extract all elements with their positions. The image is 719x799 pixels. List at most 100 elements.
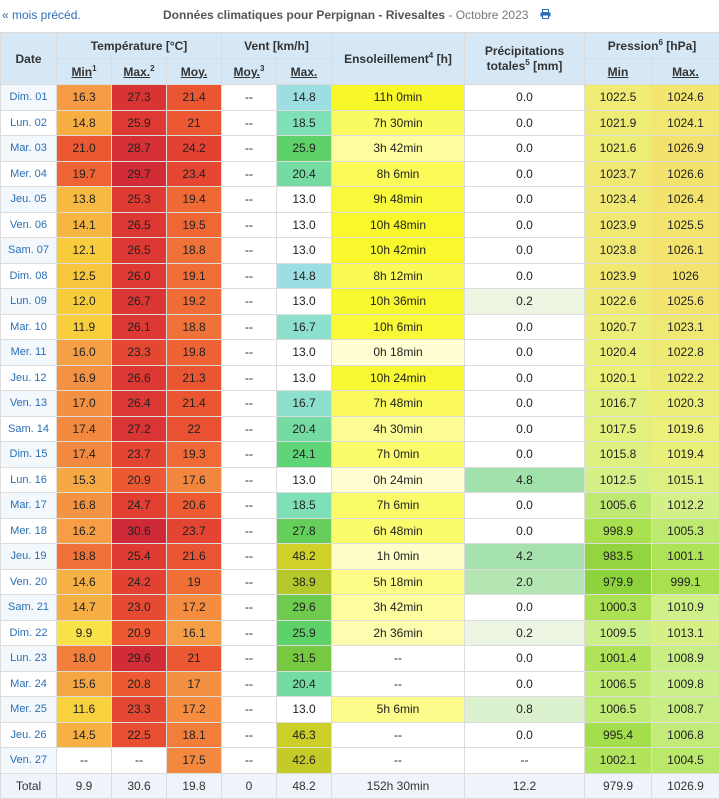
wind-max-cell: 18.5 (276, 109, 332, 136)
sunshine-cell: 9h 48min (331, 186, 465, 213)
wind-avg-cell: -- (221, 543, 277, 570)
date-cell[interactable]: Dim. 08 (0, 262, 57, 289)
pressure-min-cell: 1015.8 (584, 441, 652, 468)
pressure-max-cell: 1024.6 (651, 84, 719, 111)
date-cell[interactable]: Mer. 11 (0, 339, 57, 366)
date-cell[interactable]: Sam. 07 (0, 237, 57, 264)
date-cell[interactable]: Mer. 18 (0, 517, 57, 544)
temp-min-cell: 17.4 (56, 415, 112, 442)
date-cell[interactable]: Lun. 23 (0, 645, 57, 672)
precipitation-cell: 0.0 (464, 670, 585, 697)
wind-max-cell: 13.0 (276, 211, 332, 238)
temp-avg-cell: 19.5 (166, 211, 222, 238)
date-cell: Total (0, 772, 57, 799)
table-row: Lun. 02 14.8 25.9 21 -- 18.5 7h 30min 0.0 1021.9… (0, 109, 719, 136)
temp-min-cell: 9.9 (56, 772, 112, 799)
temp-max-cell: 27.3 (111, 84, 167, 111)
date-cell[interactable]: Mar. 10 (0, 313, 57, 340)
table-body: Dim. 01 16.3 27.3 21.4 -- 14.8 11h 0min 0.0 1022… (0, 84, 719, 799)
precipitation-cell: 0.0 (464, 645, 585, 672)
date-cell[interactable]: Jeu. 12 (0, 364, 57, 391)
date-cell[interactable]: Sam. 21 (0, 594, 57, 621)
wind-max-cell: 29.6 (276, 594, 332, 621)
precipitation-cell: 0.0 (464, 441, 585, 468)
temp-avg-cell: 17 (166, 670, 222, 697)
temp-min-cell: 16.2 (56, 517, 112, 544)
col-temp-max[interactable]: Max.2 (111, 58, 167, 85)
temp-min-cell: 21.0 (56, 135, 112, 162)
wind-avg-cell: -- (221, 313, 277, 340)
table-row: Ven. 27 -- -- 17.5 -- 42.6 -- -- 1002.1 1004.5 (0, 747, 719, 774)
col-sunshine: Ensoleillement4 [h] (331, 32, 465, 85)
col-pressure-min[interactable]: Min (584, 58, 652, 85)
temp-min-cell: -- (56, 747, 112, 774)
temp-avg-cell: 21.3 (166, 364, 222, 391)
wind-max-cell: 25.9 (276, 135, 332, 162)
date-cell[interactable]: Dim. 01 (0, 84, 57, 111)
precipitation-cell: 12.2 (464, 772, 585, 799)
wind-avg-cell: -- (221, 364, 277, 391)
print-icon[interactable] (540, 9, 551, 19)
wind-max-cell: 27.8 (276, 517, 332, 544)
temp-avg-cell: 19.2 (166, 288, 222, 315)
wind-max-cell: 18.5 (276, 492, 332, 519)
pressure-min-cell: 1002.1 (584, 747, 652, 774)
date-cell[interactable]: Ven. 27 (0, 747, 57, 774)
pressure-min-cell: 1016.7 (584, 390, 652, 417)
wind-max-cell: 16.7 (276, 313, 332, 340)
sunshine-cell: 6h 48min (331, 517, 465, 544)
pressure-max-cell: 1023.1 (651, 313, 719, 340)
pressure-max-cell: 1008.9 (651, 645, 719, 672)
table-row: Mar. 24 15.6 20.8 17 -- 20.4 -- 0.0 1006.5 1009.8 (0, 670, 719, 697)
date-cell[interactable]: Dim. 15 (0, 441, 57, 468)
sunshine-cell: -- (331, 747, 465, 774)
date-cell[interactable]: Mar. 17 (0, 492, 57, 519)
date-cell[interactable]: Mer. 04 (0, 160, 57, 187)
sunshine-cell: 8h 6min (331, 160, 465, 187)
sunshine-cell: -- (331, 670, 465, 697)
col-temp-min[interactable]: Min1 (56, 58, 112, 85)
wind-avg-cell: -- (221, 84, 277, 111)
date-cell[interactable]: Ven. 13 (0, 390, 57, 417)
temp-min-cell: 16.8 (56, 492, 112, 519)
temp-max-cell: 22.5 (111, 721, 167, 748)
col-wind-avg[interactable]: Moy.3 (221, 58, 277, 85)
date-cell[interactable]: Lun. 16 (0, 466, 57, 493)
temp-avg-cell: 18.1 (166, 721, 222, 748)
wind-max-cell: 13.0 (276, 466, 332, 493)
temp-min-cell: 14.1 (56, 211, 112, 238)
pressure-min-cell: 998.9 (584, 517, 652, 544)
date-cell[interactable]: Mar. 24 (0, 670, 57, 697)
date-cell[interactable]: Mar. 03 (0, 135, 57, 162)
date-cell[interactable]: Jeu. 26 (0, 721, 57, 748)
date-cell[interactable]: Lun. 02 (0, 109, 57, 136)
col-pressure-max[interactable]: Max. (651, 58, 719, 85)
date-cell[interactable]: Dim. 22 (0, 619, 57, 646)
col-date: Date (0, 32, 57, 85)
date-cell[interactable]: Jeu. 19 (0, 543, 57, 570)
pressure-max-cell: 1019.4 (651, 441, 719, 468)
date-cell[interactable]: Lun. 09 (0, 288, 57, 315)
date-cell[interactable]: Mer. 25 (0, 696, 57, 723)
col-temperature: Température [°C] (56, 32, 222, 59)
date-cell[interactable]: Sam. 14 (0, 415, 57, 442)
col-temp-avg[interactable]: Moy. (166, 58, 222, 85)
temp-avg-cell: 22 (166, 415, 222, 442)
previous-month-link[interactable]: « mois précéd. (2, 8, 81, 22)
table-row: Mar. 03 21.0 28.7 24.2 -- 25.9 3h 42min 0.0 1021… (0, 135, 719, 162)
sunshine-cell: 10h 36min (331, 288, 465, 315)
date-cell[interactable]: Jeu. 05 (0, 186, 57, 213)
date-cell[interactable]: Ven. 20 (0, 568, 57, 595)
pressure-max-cell: 1020.3 (651, 390, 719, 417)
temp-min-cell: 18.0 (56, 645, 112, 672)
table-row: Mer. 18 16.2 30.6 23.7 -- 27.8 6h 48min 0.0 998.… (0, 517, 719, 544)
date-cell[interactable]: Ven. 06 (0, 211, 57, 238)
wind-max-cell: 20.4 (276, 670, 332, 697)
precipitation-cell: 0.0 (464, 211, 585, 238)
temp-max-cell: 26.5 (111, 237, 167, 264)
precipitation-cell: 0.8 (464, 696, 585, 723)
pressure-max-cell: 1026.6 (651, 160, 719, 187)
temp-max-cell: 25.4 (111, 543, 167, 570)
col-wind-max[interactable]: Max. (276, 58, 332, 85)
pressure-max-cell: 1015.1 (651, 466, 719, 493)
